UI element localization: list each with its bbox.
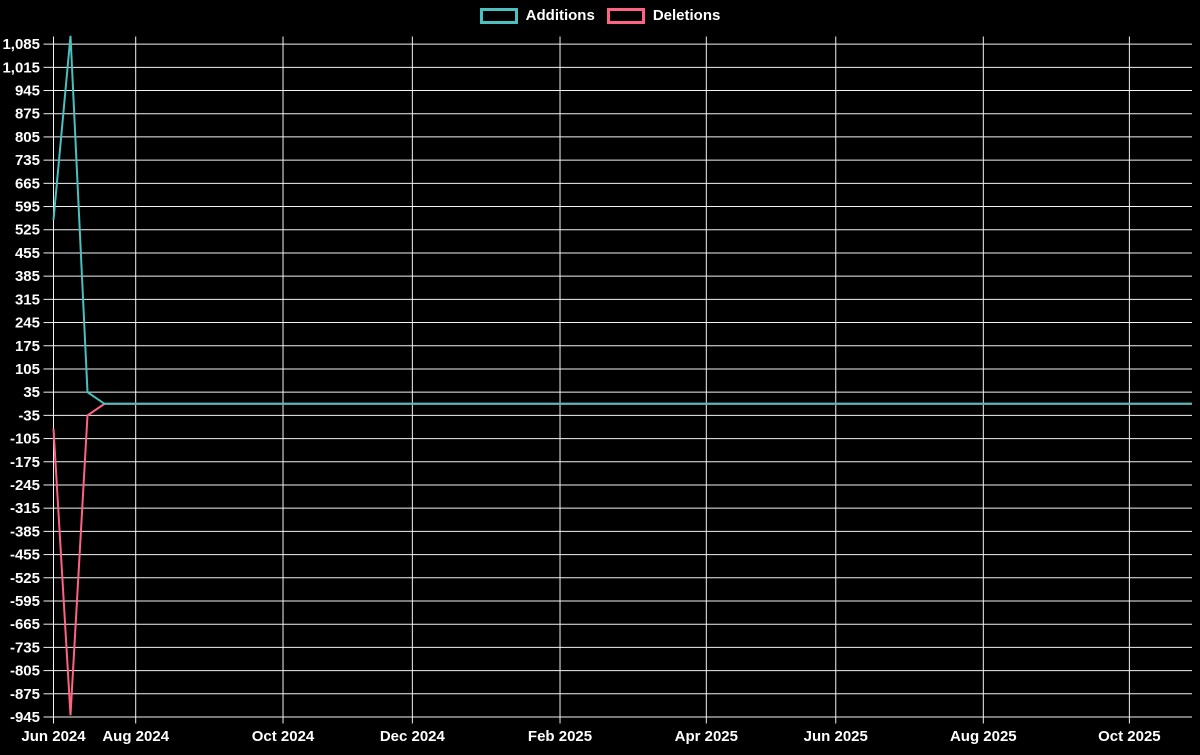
y-tick-label: 595 bbox=[15, 199, 40, 216]
y-tick-label: 175 bbox=[15, 338, 40, 355]
y-tick-label: 245 bbox=[15, 315, 40, 332]
x-tick-label: Feb 2025 bbox=[528, 728, 592, 745]
additions-legend-swatch bbox=[479, 8, 518, 24]
y-tick-label: 105 bbox=[15, 361, 40, 378]
y-tick-label: 35 bbox=[23, 384, 40, 401]
y-tick-label: 1,085 bbox=[2, 36, 40, 53]
y-tick-label: -875 bbox=[10, 686, 40, 703]
x-tick-label: Jun 2025 bbox=[804, 728, 868, 745]
deletions-legend-swatch bbox=[606, 8, 645, 24]
y-tick-label: 455 bbox=[15, 245, 40, 262]
x-tick-label: Oct 2025 bbox=[1098, 728, 1161, 745]
y-tick-label: 875 bbox=[15, 106, 40, 123]
y-tick-label: 735 bbox=[15, 152, 40, 169]
x-tick-label: Aug 2025 bbox=[950, 728, 1017, 745]
legend-label-additions: Additions bbox=[525, 7, 595, 24]
y-tick-label: -665 bbox=[10, 616, 40, 633]
y-tick-label: 945 bbox=[15, 83, 40, 100]
y-tick-label: -595 bbox=[10, 593, 40, 610]
legend-label-deletions: Deletions bbox=[652, 7, 721, 24]
legend-item-additions[interactable]: Additions bbox=[479, 7, 595, 24]
deletions-line bbox=[52, 402, 1192, 716]
y-tick-label: 805 bbox=[15, 129, 40, 146]
y-tick-label: 315 bbox=[15, 291, 40, 308]
chart-legend: Additions Deletions bbox=[0, 8, 1200, 24]
legend-item-deletions[interactable]: Deletions bbox=[606, 7, 721, 24]
y-tick-label: 525 bbox=[15, 222, 40, 239]
y-tick-label: 385 bbox=[15, 268, 40, 285]
x-tick-label: Apr 2025 bbox=[675, 728, 738, 745]
y-tick-label: -805 bbox=[10, 663, 40, 680]
y-tick-label: -245 bbox=[10, 477, 40, 494]
y-tick-label: -315 bbox=[10, 500, 40, 517]
x-tick-label: Aug 2024 bbox=[102, 728, 169, 745]
y-tick-label: -105 bbox=[10, 431, 40, 448]
x-tick-label: Oct 2024 bbox=[252, 728, 315, 745]
y-tick-label: -175 bbox=[10, 454, 40, 471]
y-tick-label: -945 bbox=[10, 709, 40, 726]
y-tick-label: -385 bbox=[10, 523, 40, 540]
y-tick-label: -35 bbox=[18, 407, 40, 424]
additions-line bbox=[52, 35, 1192, 405]
y-tick-label: -525 bbox=[10, 570, 40, 587]
y-tick-label: 665 bbox=[15, 175, 40, 192]
y-tick-label: -735 bbox=[10, 639, 40, 656]
x-tick-label: Dec 2024 bbox=[380, 728, 446, 745]
y-tick-label: -455 bbox=[10, 547, 40, 564]
y-tick-label: 1,015 bbox=[2, 59, 40, 76]
x-tick-label: Jun 2024 bbox=[21, 728, 86, 745]
